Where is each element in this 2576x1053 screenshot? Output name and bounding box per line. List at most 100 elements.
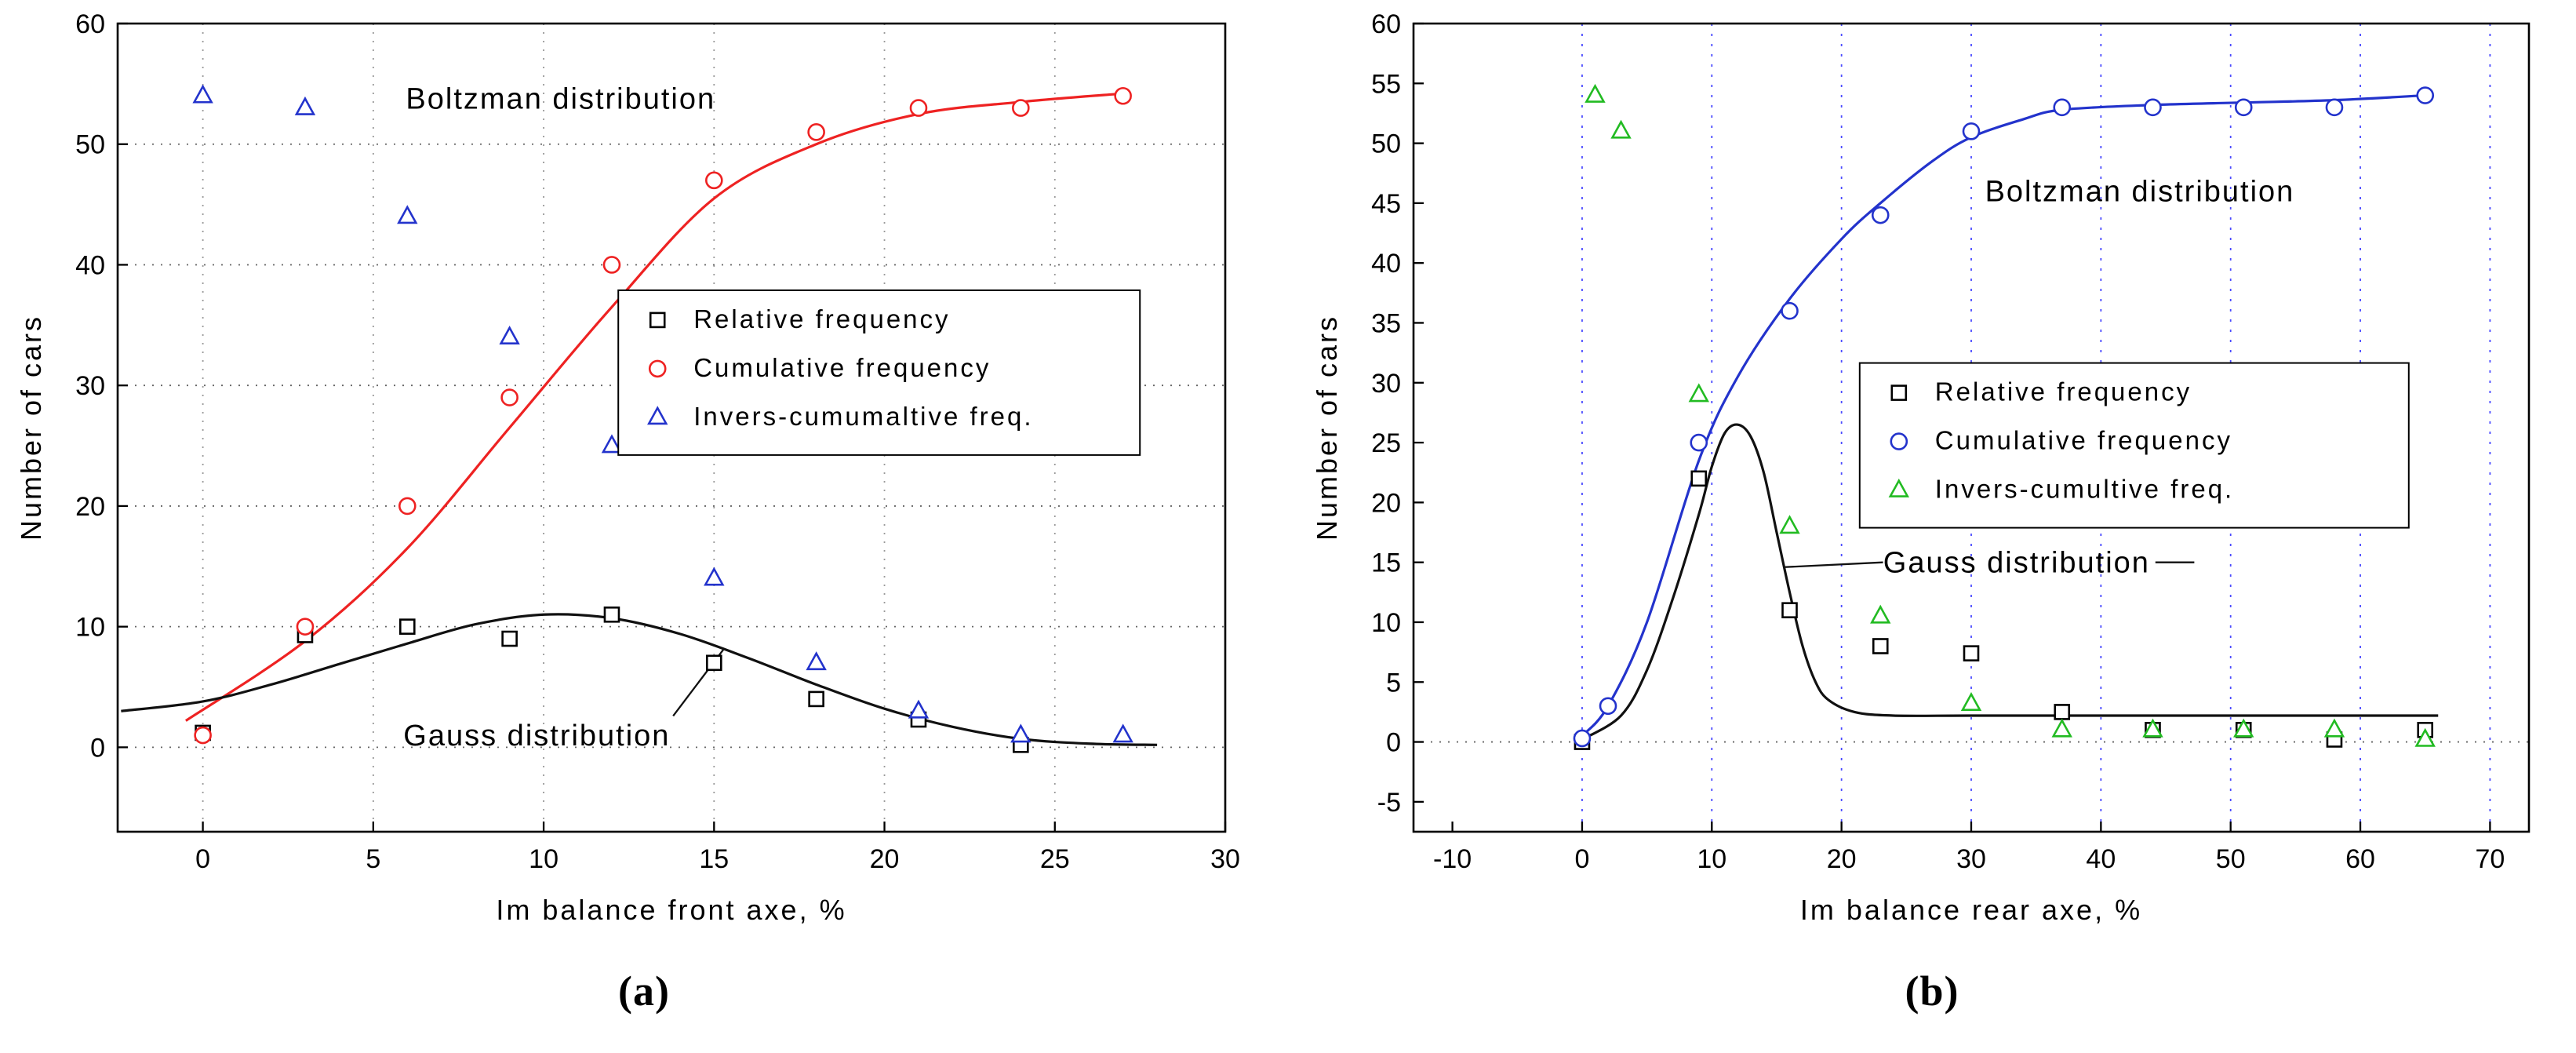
y-tick-label: 20 xyxy=(75,492,105,522)
x-tick-label: 50 xyxy=(2216,844,2246,874)
caption-a: (a) xyxy=(618,967,670,1015)
y-tick-label: 25 xyxy=(1371,428,1401,458)
marker-circle xyxy=(1012,99,1030,117)
x-axis-title: Im balance front axe, % xyxy=(496,894,846,926)
marker-circle xyxy=(705,171,723,190)
y-tick-label: 30 xyxy=(1371,369,1401,399)
marker-square xyxy=(2054,704,2071,720)
x-tick-label: 5 xyxy=(366,844,380,874)
marker-square xyxy=(808,690,824,708)
x-tick-label: 30 xyxy=(1956,844,1986,874)
curve-gauss-distribution xyxy=(121,613,1158,746)
marker-triangle xyxy=(1888,478,1909,497)
x-tick-label: 20 xyxy=(870,844,900,874)
y-tick-label: 60 xyxy=(75,9,105,39)
marker-triangle xyxy=(2323,718,2345,738)
y-tick-label: 60 xyxy=(1371,9,1401,39)
x-tick-label: 15 xyxy=(699,844,729,874)
marker-circle xyxy=(2325,98,2344,117)
marker-circle xyxy=(500,388,518,406)
marker-square xyxy=(706,654,722,672)
marker-triangle xyxy=(1610,119,1632,139)
axis-ticks: 0 5 10 15 20 25 30 0 10 20 30 40 50 60 xyxy=(75,9,1240,874)
legend-box xyxy=(617,289,1141,456)
x-tick-label: -10 xyxy=(1433,844,1472,874)
marker-circle xyxy=(1781,301,1799,320)
marker-circle xyxy=(1599,697,1617,716)
marker-circle xyxy=(2234,98,2253,117)
x-tick-label: 70 xyxy=(2475,844,2505,874)
marker-circle xyxy=(1573,729,1592,748)
marker-square xyxy=(398,618,416,635)
y-tick-label: 20 xyxy=(1371,488,1401,518)
marker-square xyxy=(501,630,518,647)
x-tick-label: 0 xyxy=(195,844,210,874)
marker-circle xyxy=(1871,206,1890,224)
x-tick-label: 25 xyxy=(1040,844,1070,874)
legend-box xyxy=(1858,362,2410,529)
panel-a: 0 5 10 15 20 25 30 0 10 20 30 40 50 60 Im balance fron… xyxy=(15,9,1240,1015)
caption-b: (b) xyxy=(1905,967,1959,1015)
y-tick-label: 40 xyxy=(1371,249,1401,279)
series-cumulative-frequency xyxy=(1573,86,2435,748)
x-tick-label: 40 xyxy=(2086,844,2116,874)
legend-label-invers-cumumaltive-freq: Invers-cumumaltive freq. xyxy=(693,402,1033,431)
annotation-gauss-distribution: Gauss distribution xyxy=(1883,547,2150,580)
marker-circle xyxy=(2416,86,2435,104)
marker-circle xyxy=(1114,86,1132,105)
marker-square xyxy=(1781,602,1798,619)
marker-triangle xyxy=(1585,83,1606,103)
marker-circle xyxy=(1690,433,1708,452)
marker-triangle xyxy=(1960,692,1982,712)
plot-frame xyxy=(116,22,1227,833)
y-tick-label: 10 xyxy=(1371,608,1401,638)
marker-triangle xyxy=(1010,723,1031,743)
chart-a: 0 5 10 15 20 25 30 0 10 20 30 40 50 60 Im balance fron… xyxy=(15,9,1240,926)
marker-circle xyxy=(194,726,212,745)
y-tick-label: 15 xyxy=(1371,548,1401,578)
marker-circle xyxy=(1890,432,1908,450)
marker-circle xyxy=(2144,98,2162,117)
legend-label-relative-frequency: Relative frequency xyxy=(1935,377,2192,406)
marker-triangle xyxy=(397,205,418,224)
y-tick-label: 30 xyxy=(75,371,105,401)
marker-square xyxy=(1890,384,1908,401)
y-tick-label: 50 xyxy=(1371,129,1401,159)
marker-triangle xyxy=(2414,727,2436,747)
x-tick-label: 10 xyxy=(529,844,558,874)
marker-triangle xyxy=(294,96,316,115)
marker-triangle xyxy=(1870,604,1891,624)
marker-triangle xyxy=(192,84,213,104)
marker-triangle xyxy=(1779,515,1800,534)
annotation-leader-line xyxy=(1784,561,1883,568)
y-axis-title: Number of cars xyxy=(15,315,47,541)
x-tick-label: 10 xyxy=(1697,844,1726,874)
panel-b: -10 0 10 20 30 40 50 60 70 -5 0 5 10 15 20 25 30 35 40 45 50… xyxy=(1288,0,2576,1053)
y-tick-label: 45 xyxy=(1371,189,1401,219)
y-axis-title: Number of cars xyxy=(1311,315,1343,541)
chart-b: -10 0 10 20 30 40 50 60 70 -5 0 5 10 15 20 25 30 35 40 45 50… xyxy=(1311,9,2531,926)
marker-circle xyxy=(398,497,417,516)
annotation-boltzman-distribution: Boltzman distribution xyxy=(1985,176,2295,209)
x-tick-label: 60 xyxy=(2345,844,2375,874)
legend-label-relative-frequency: Relative frequency xyxy=(693,304,950,333)
marker-triangle xyxy=(1688,383,1709,403)
annotation-boltzman-distribution: Boltzman distribution xyxy=(406,82,715,115)
marker-square xyxy=(1690,470,1708,487)
marker-circle xyxy=(648,359,667,378)
series-invers-cumultive-freq xyxy=(1585,83,2436,747)
x-axis-title: Im balance rear axe, % xyxy=(1800,894,2142,926)
marker-triangle xyxy=(647,406,668,425)
y-tick-label: 40 xyxy=(75,250,105,280)
x-tick-label: 0 xyxy=(1574,844,1589,874)
marker-triangle xyxy=(601,434,623,454)
marker-square xyxy=(1872,638,1889,654)
legend-label-invers-cumultive-freq: Invers-cumultive freq. xyxy=(1935,475,2234,504)
marker-square xyxy=(603,606,620,623)
curve-boltzman-distribution xyxy=(1581,93,2425,738)
marker-triangle xyxy=(2233,718,2254,738)
y-tick-label: 0 xyxy=(90,733,105,763)
marker-circle xyxy=(807,123,825,141)
marker-triangle xyxy=(704,567,725,586)
